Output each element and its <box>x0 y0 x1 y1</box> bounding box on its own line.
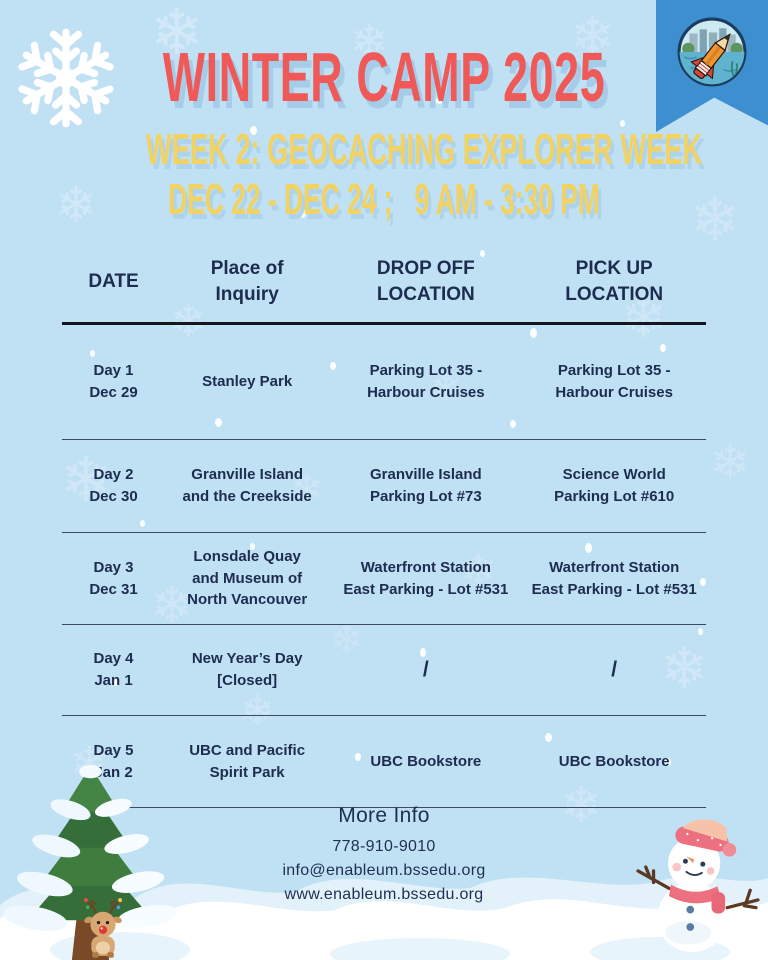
cell-date: Day 1 Dec 29 <box>89 362 138 401</box>
phone-number: 778-910-9010 <box>332 838 436 855</box>
table-row: Day 2 Dec 30 Granville Island and the Cr… <box>62 440 706 533</box>
snowflake-icon <box>14 28 118 130</box>
cell-place: Lonsdale Quay and Museum of North Vancou… <box>187 547 308 609</box>
more-info-heading: More Info <box>338 804 430 827</box>
cell-date: Day 4 Jan 1 <box>93 650 134 689</box>
header-date: DATE <box>88 271 139 293</box>
cell-pickup: / <box>611 657 618 681</box>
cell-place: UBC and Pacific Spirit Park <box>189 741 306 781</box>
page-title: WINTER CAMP 2025 <box>162 38 606 116</box>
reindeer <box>83 898 123 958</box>
cell-pickup: UBC Bookstore <box>558 752 670 770</box>
table-row: Day 5 Jan 2 UBC and Pacific Spirit Park … <box>62 716 706 808</box>
header-drop-off-location: DROP OFF LOCATION <box>376 258 475 305</box>
table-row: Day 4 Jan 1 New Year’s Day [Closed] / / <box>62 625 706 716</box>
cell-pickup: Science World Parking Lot #610 <box>554 466 675 505</box>
table-row: Day 3 Dec 31 Lonsdale Quay and Museum of… <box>62 533 706 625</box>
header: WINTER CAMP 2025 WEEK 2: GEOCACHING EXPL… <box>0 42 768 222</box>
bg-snowflake-icon: ❄ <box>710 437 751 490</box>
cell-date: Day 5 Jan 2 <box>93 741 134 781</box>
cell-place: New Year’s Day [Closed] <box>191 650 303 689</box>
cell-dropoff: Waterfront Station East Parking - Lot #5… <box>343 558 509 598</box>
cell-pickup: Parking Lot 35 - Harbour Cruises <box>555 362 673 401</box>
cell-dropoff: / <box>422 657 429 681</box>
cell-dropoff: UBC Bookstore <box>370 752 482 770</box>
contact-info: More Info 778-910-9010 info@enableum.bss… <box>0 804 768 907</box>
week-subtitle: WEEK 2: GEOCACHING EXPLORER WEEK <box>145 125 703 174</box>
website-url: www.enableum.bssedu.org <box>284 886 484 903</box>
header-pick-up-location: PICK UP LOCATION <box>565 258 664 305</box>
pencil-rocket-logo-icon <box>677 17 747 87</box>
snowman <box>636 819 760 953</box>
header-place-of-inquiry: Place of Inquiry <box>210 258 284 305</box>
email-address: info@enableum.bssedu.org <box>282 862 486 879</box>
schedule-table: DATE Place of Inquiry DROP OFF LOCATION … <box>62 242 706 808</box>
date-time-line: DEC 22 - DEC 24 ; 9 AM - 3:30 PM <box>168 175 600 224</box>
table-header-row: DATE Place of Inquiry DROP OFF LOCATION … <box>62 242 706 325</box>
table-row: Day 1 Dec 29 Stanley Park Parking Lot 35… <box>62 325 706 440</box>
cell-dropoff: Parking Lot 35 - Harbour Cruises <box>367 362 485 401</box>
cell-place: Stanley Park <box>202 373 293 391</box>
cell-pickup: Waterfront Station East Parking - Lot #5… <box>531 558 697 598</box>
cell-dropoff: Granville Island Parking Lot #73 <box>369 466 482 505</box>
cell-place: Granville Island and the Creekside <box>182 466 312 505</box>
cell-date: Day 2 Dec 30 <box>89 466 138 505</box>
cell-date: Day 3 Dec 31 <box>89 558 138 598</box>
